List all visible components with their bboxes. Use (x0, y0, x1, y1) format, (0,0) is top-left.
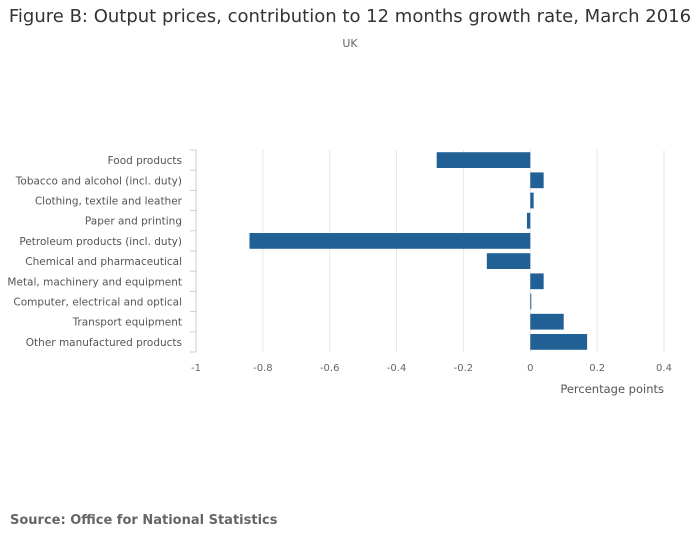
bar (530, 273, 544, 290)
bar (530, 293, 532, 310)
bar (530, 192, 534, 209)
category-label: Paper and printing (85, 216, 182, 228)
tick-labels: -1 -0.8 -0.6 -0.4 -0.2 0 0.2 0.4 (191, 363, 672, 374)
chart-subtitle: UK (342, 37, 358, 50)
x-tick-label: -0.8 (253, 363, 273, 374)
chart-title: Figure B: Output prices, contribution to… (8, 6, 692, 27)
bar (249, 233, 531, 249)
category-label: Tobacco and alcohol (incl. duty) (15, 175, 182, 187)
category-label: Other manufactured products (26, 337, 182, 349)
x-tick-label: -1 (191, 363, 201, 374)
bar (526, 212, 531, 229)
category-label: Chemical and pharmaceutical (25, 256, 182, 268)
x-tick-label: 0 (527, 363, 533, 374)
x-tick-label: -0.6 (320, 363, 340, 374)
x-tick-label: -0.2 (454, 363, 474, 374)
category-label: Metal, machinery and equipment (7, 276, 182, 288)
category-label: Petroleum products (incl. duty) (19, 236, 182, 248)
category-labels: Food products Tobacco and alcohol (incl. … (7, 155, 182, 349)
source-note: Source: Office for National Statistics (10, 513, 278, 528)
category-label: Transport equipment (72, 317, 182, 329)
bar (530, 172, 544, 189)
bar (530, 334, 588, 350)
x-tick-label: 0.2 (589, 363, 605, 374)
category-label: Clothing, textile and leather (35, 196, 183, 208)
bar (436, 152, 531, 168)
category-label: Food products (108, 155, 182, 167)
gridlines (262, 150, 665, 352)
axes (190, 149, 197, 353)
x-tick-label: -0.4 (387, 363, 407, 374)
category-label: Computer, electrical and optical (13, 297, 182, 309)
x-axis-title: Percentage points (560, 382, 664, 396)
bar (530, 313, 564, 330)
x-tick-label: 0.4 (656, 363, 672, 374)
bar (486, 253, 531, 269)
bars (249, 152, 588, 350)
